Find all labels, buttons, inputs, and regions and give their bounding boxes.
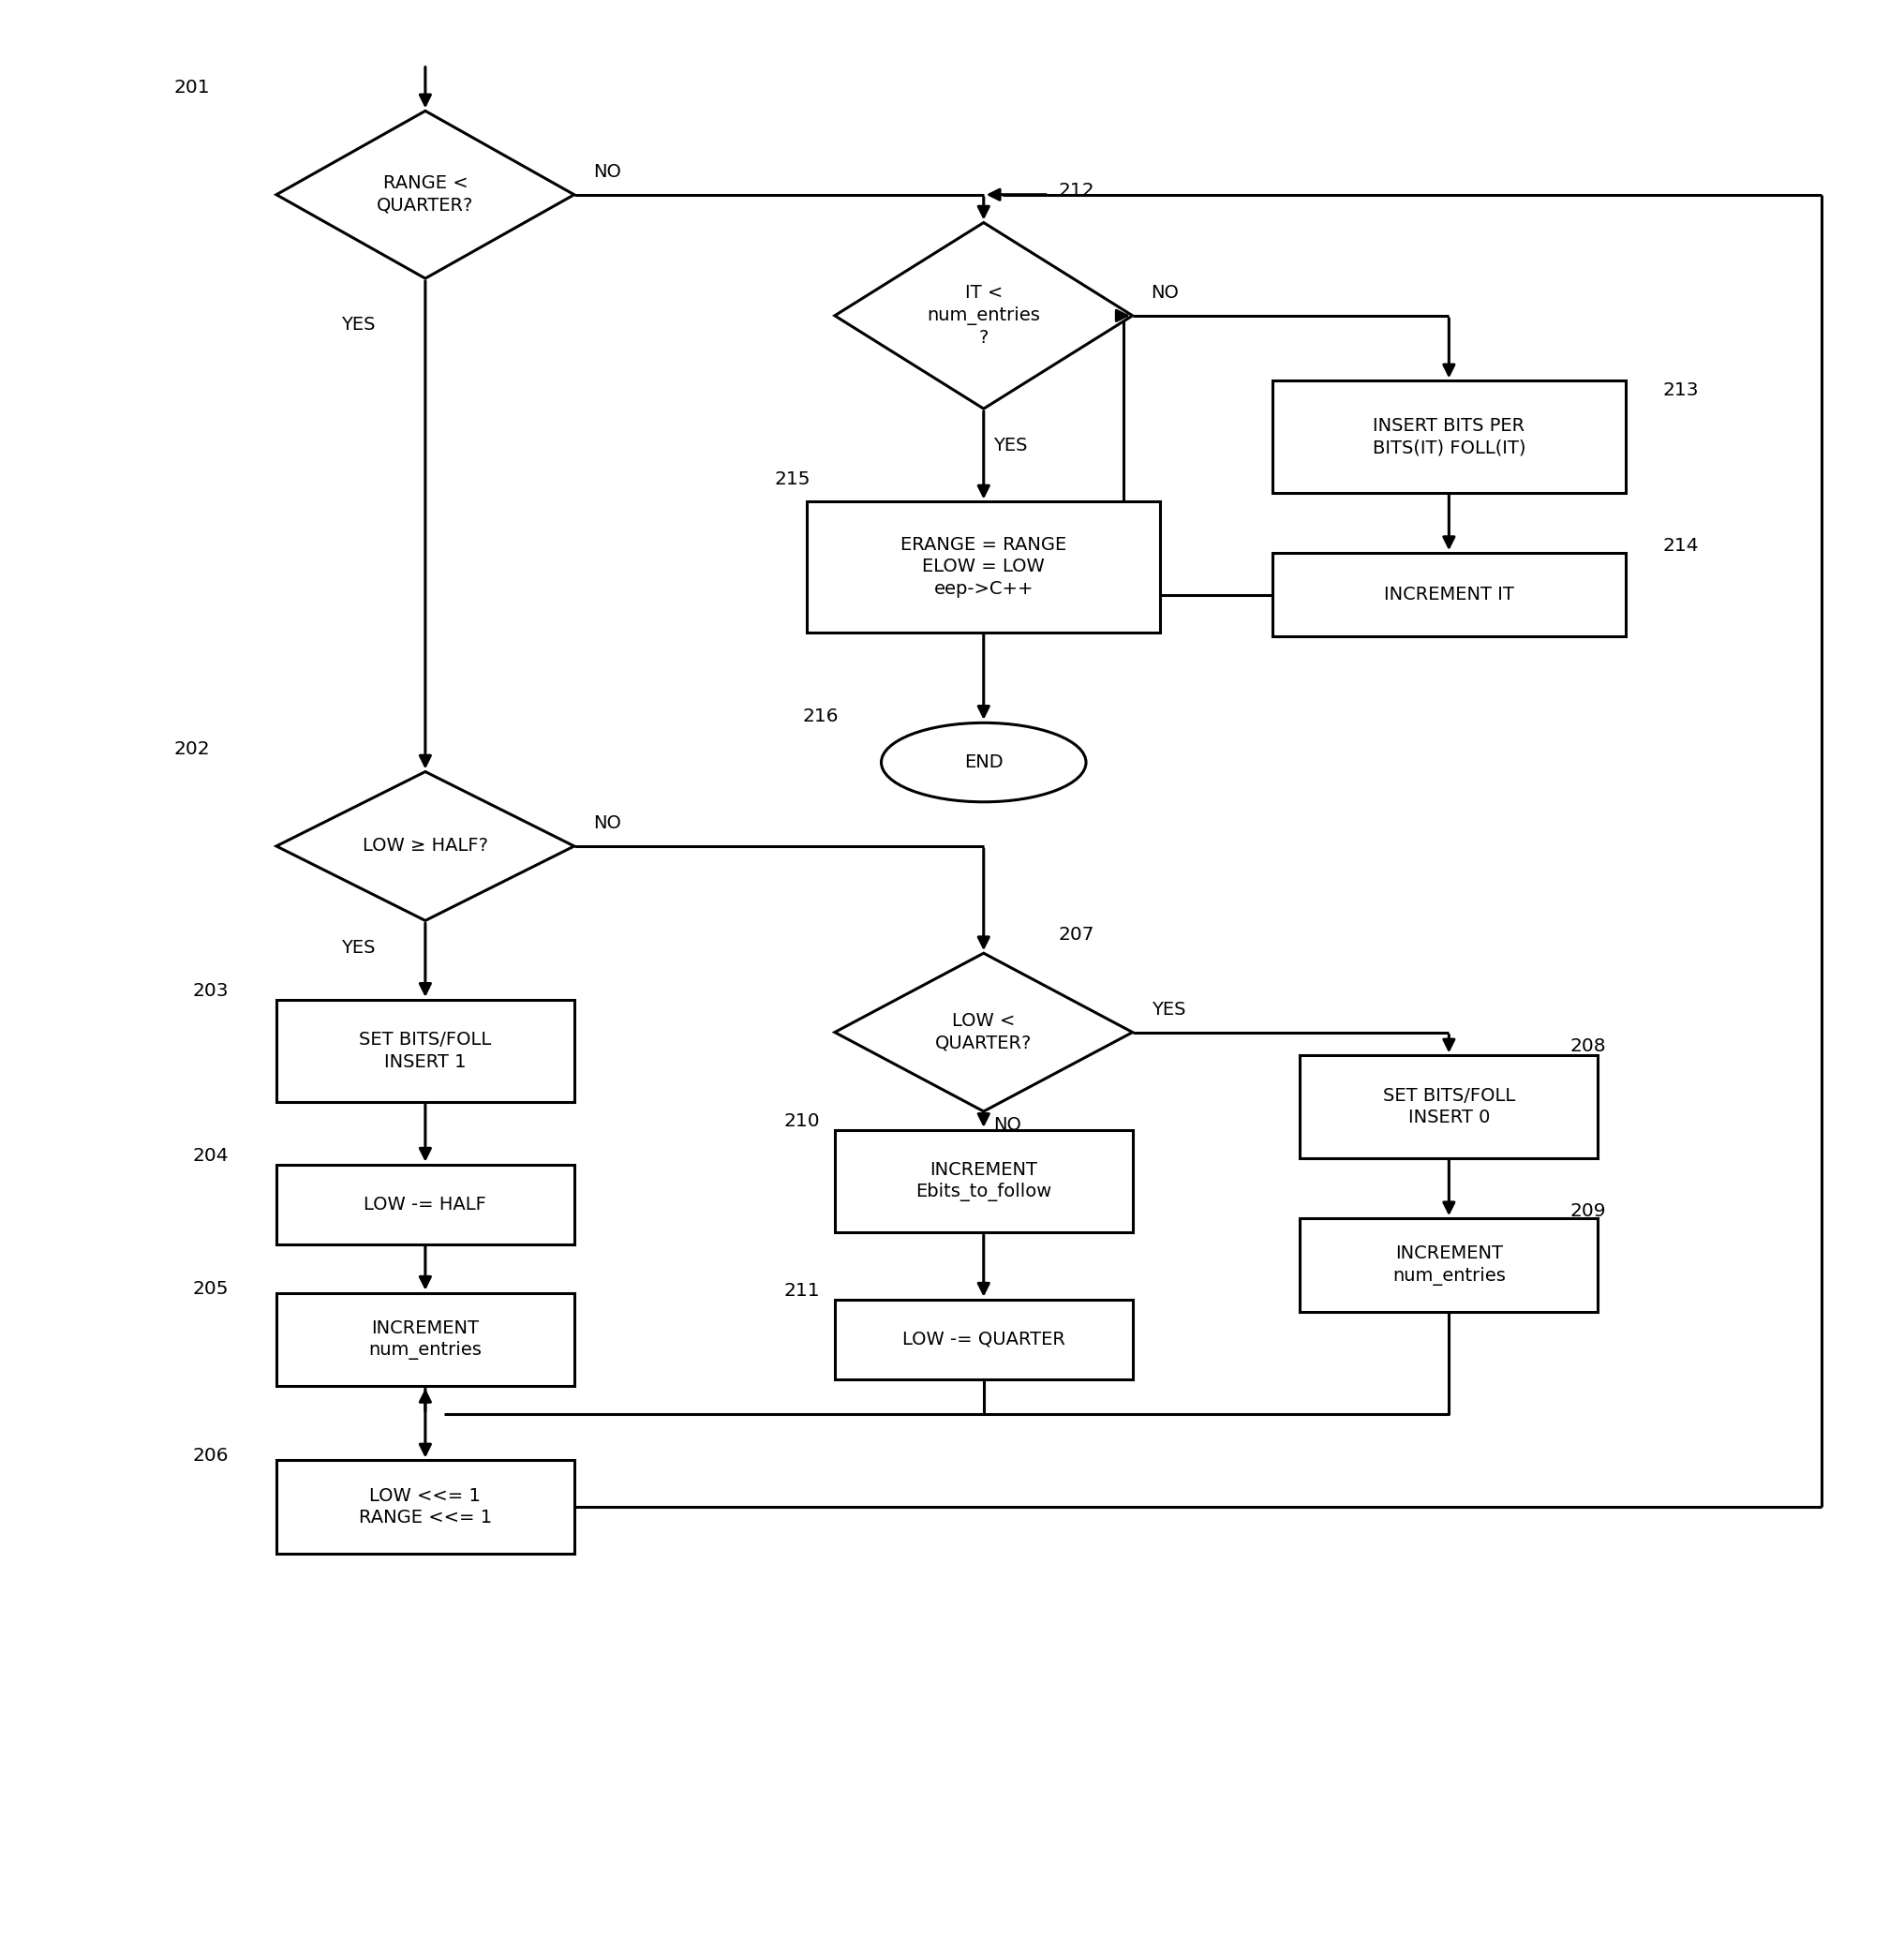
Text: YES: YES	[341, 938, 375, 958]
Text: 201: 201	[173, 80, 209, 98]
Text: 213: 213	[1662, 382, 1698, 400]
FancyBboxPatch shape	[834, 1299, 1133, 1379]
Text: RANGE <
QUARTER?: RANGE < QUARTER?	[377, 176, 474, 215]
Text: 214: 214	[1662, 537, 1698, 554]
Text: 210: 210	[783, 1112, 819, 1130]
Ellipse shape	[882, 722, 1085, 802]
Text: INCREMENT IT: INCREMENT IT	[1382, 585, 1514, 603]
FancyBboxPatch shape	[276, 999, 573, 1102]
Text: 202: 202	[173, 739, 209, 757]
Text: 206: 206	[192, 1448, 228, 1465]
Text: LOW <<= 1
RANGE <<= 1: LOW <<= 1 RANGE <<= 1	[358, 1487, 491, 1528]
Text: INCREMENT
num_entries: INCREMENT num_entries	[1392, 1245, 1504, 1286]
Text: NO: NO	[592, 162, 621, 181]
Polygon shape	[834, 954, 1133, 1112]
FancyBboxPatch shape	[1272, 380, 1624, 492]
FancyBboxPatch shape	[276, 1294, 573, 1385]
Text: 207: 207	[1057, 927, 1093, 944]
FancyBboxPatch shape	[1299, 1055, 1597, 1157]
FancyBboxPatch shape	[834, 1130, 1133, 1233]
Text: 215: 215	[773, 470, 809, 488]
Text: 209: 209	[1569, 1202, 1605, 1219]
Text: INCREMENT
num_entries: INCREMENT num_entries	[369, 1319, 482, 1360]
Text: 203: 203	[192, 981, 228, 999]
Polygon shape	[276, 773, 573, 921]
Text: YES: YES	[992, 437, 1026, 455]
Text: ERANGE = RANGE
ELOW = LOW
eep->C++: ERANGE = RANGE ELOW = LOW eep->C++	[901, 537, 1066, 597]
Text: 212: 212	[1057, 181, 1093, 199]
Text: 205: 205	[192, 1280, 228, 1297]
Text: LOW -= HALF: LOW -= HALF	[364, 1196, 486, 1214]
Text: NO: NO	[592, 814, 621, 833]
Text: 204: 204	[192, 1147, 228, 1165]
Text: SET BITS/FOLL
INSERT 1: SET BITS/FOLL INSERT 1	[360, 1030, 491, 1071]
Text: LOW ≥ HALF?: LOW ≥ HALF?	[362, 837, 487, 855]
Text: YES: YES	[1150, 1001, 1184, 1018]
Text: LOW -= QUARTER: LOW -= QUARTER	[902, 1331, 1064, 1348]
Text: 211: 211	[783, 1282, 819, 1299]
Text: SET BITS/FOLL
INSERT 0: SET BITS/FOLL INSERT 0	[1382, 1087, 1514, 1126]
Text: 216: 216	[802, 708, 838, 726]
Text: END: END	[963, 753, 1003, 771]
FancyBboxPatch shape	[276, 1461, 573, 1553]
FancyBboxPatch shape	[1272, 552, 1624, 636]
Text: LOW <
QUARTER?: LOW < QUARTER?	[935, 1013, 1032, 1052]
FancyBboxPatch shape	[807, 501, 1160, 632]
Polygon shape	[834, 222, 1133, 408]
Text: INSERT BITS PER
BITS(IT) FOLL(IT): INSERT BITS PER BITS(IT) FOLL(IT)	[1371, 418, 1525, 457]
Text: NO: NO	[1150, 285, 1179, 302]
Text: 208: 208	[1569, 1038, 1605, 1055]
Text: IT <
num_entries
?: IT < num_entries ?	[927, 285, 1040, 347]
Polygon shape	[276, 111, 573, 279]
Text: NO: NO	[992, 1116, 1021, 1134]
FancyBboxPatch shape	[1299, 1219, 1597, 1311]
FancyBboxPatch shape	[276, 1165, 573, 1245]
Text: INCREMENT
Ebits_to_follow: INCREMENT Ebits_to_follow	[916, 1161, 1051, 1202]
Text: YES: YES	[341, 316, 375, 334]
